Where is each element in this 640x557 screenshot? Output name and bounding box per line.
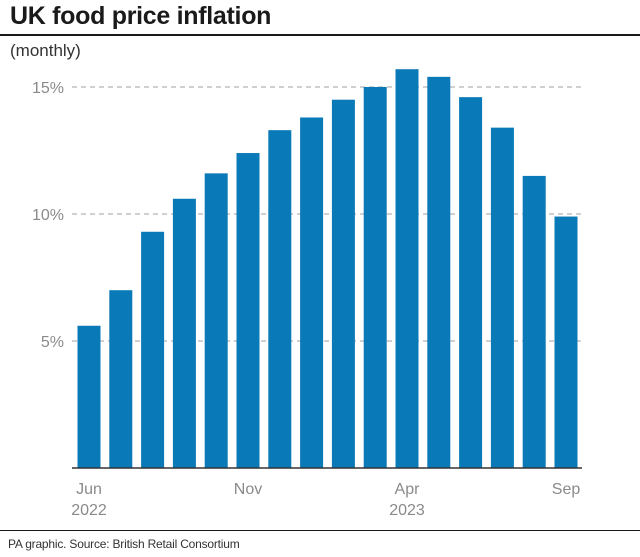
bar-aug-2022 [141, 231, 165, 468]
y-tick-label: 10% [32, 207, 64, 224]
footer-rule [0, 530, 640, 531]
source-credit: PA graphic. Source: British Retail Conso… [8, 537, 240, 551]
chart-subtitle: (monthly) [10, 41, 81, 60]
bar-jan-2023 [300, 117, 324, 468]
y-tick-label: 5% [41, 334, 64, 351]
y-tick-label: 15% [32, 80, 64, 97]
bar-oct-2022 [204, 173, 228, 469]
bar-feb-2023 [331, 99, 355, 468]
x-tick-label: 2023 [389, 502, 425, 519]
bar-jun-2023 [459, 97, 483, 468]
bar-jul-2022 [109, 290, 133, 468]
bar-dec-2022 [268, 130, 292, 468]
bar-sep-2023 [554, 216, 578, 468]
chart-title: UK food price inflation [10, 2, 272, 30]
x-tick-label: Jun [76, 481, 102, 498]
bar-jul-2023 [490, 127, 514, 468]
x-tick-label: Apr [395, 481, 421, 498]
bar-mar-2023 [363, 87, 387, 468]
bar-may-2023 [427, 76, 451, 468]
bar-chart: 5% 10% 15% Jun 2022 Nov Apr 2023 Sep [32, 69, 582, 519]
tick-labels: 5% 10% 15% Jun 2022 Nov Apr 2023 Sep [32, 80, 580, 519]
title-rule [0, 34, 640, 36]
x-tick-label: Nov [234, 481, 262, 498]
bar-nov-2022 [236, 153, 260, 469]
bar-sep-2022 [172, 198, 196, 468]
bar-apr-2023 [395, 69, 419, 468]
bars [77, 69, 578, 469]
x-tick-label: Sep [552, 481, 581, 498]
x-tick-label: 2022 [71, 502, 107, 519]
bar-aug-2023 [522, 175, 546, 468]
bar-jun-2022 [77, 325, 101, 468]
